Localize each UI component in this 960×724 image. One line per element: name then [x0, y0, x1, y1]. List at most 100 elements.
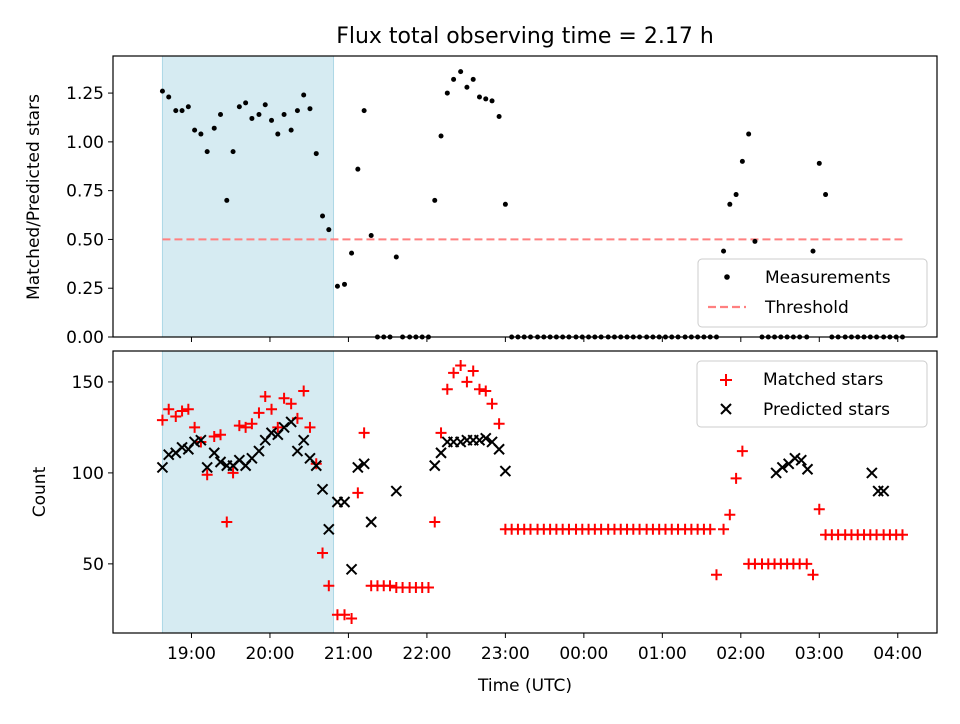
matched-star-point	[176, 405, 188, 417]
measurement-point	[752, 238, 758, 244]
measurement-point	[739, 158, 745, 164]
measurement-point	[166, 94, 172, 100]
top-legend-box	[697, 258, 928, 328]
measurement-point	[721, 248, 727, 254]
x-tick-label: 22:00	[402, 644, 451, 664]
x-axis-label: Time (UTC)	[477, 676, 572, 696]
measurement-point	[288, 127, 294, 133]
matched-star-point	[384, 580, 396, 592]
x-tick-label: 04:00	[873, 644, 922, 664]
measurement-point	[320, 213, 326, 219]
matched-star-point	[189, 421, 201, 433]
measurement-point	[249, 115, 255, 121]
matched-star-point	[285, 398, 297, 410]
matched-star-point	[310, 458, 322, 470]
bottom-y-tick-label: 150	[72, 373, 104, 393]
predicted-star-point	[338, 496, 351, 508]
matched-star-point	[266, 403, 278, 415]
predicted-star-point	[297, 434, 310, 446]
measurement-point	[727, 201, 733, 207]
top-x-ticks	[190, 337, 899, 342]
measurement-point	[198, 131, 204, 137]
top-plot-frame	[112, 55, 938, 338]
predicted-star-point	[795, 454, 807, 466]
predicted-star-point	[454, 436, 467, 448]
predicted-star-point	[310, 459, 322, 472]
top-highlight-span	[161, 55, 335, 338]
bottom-plot-frame	[112, 350, 938, 634]
predicted-star-point	[866, 467, 878, 479]
measurement-point	[269, 117, 275, 123]
predicted-star-point	[214, 456, 227, 468]
bottom-y-ticks: 50 100 150	[72, 373, 113, 575]
matched-star-point	[227, 467, 239, 479]
predicted-star-point	[345, 563, 358, 576]
measurement-point	[476, 94, 482, 100]
measurement-point	[483, 96, 489, 102]
matched-star-point	[339, 609, 351, 621]
matched-star-point	[215, 429, 227, 441]
measurement-point	[224, 197, 230, 203]
predicted-star-point	[316, 483, 329, 495]
predicted-star-point	[291, 445, 304, 457]
measurement-point	[444, 90, 450, 96]
top-y-tick-label: 1.00	[66, 133, 104, 153]
matched-star-point	[435, 427, 447, 439]
measurement-point	[179, 108, 185, 114]
legend-label-predicted: Predicted stars	[763, 400, 890, 420]
predicted-star-point	[195, 434, 207, 446]
top-y-tick-label: 0.25	[66, 279, 104, 299]
bottom-legend-box	[696, 360, 928, 428]
predicted-star-point	[156, 461, 169, 474]
measurement-point	[733, 192, 739, 198]
measurement-point	[236, 104, 242, 110]
measurement-point	[458, 69, 464, 75]
matched-star-point	[730, 472, 742, 484]
matched-star-point	[298, 385, 310, 397]
legend-marker-predicted	[720, 403, 732, 415]
matched-star-point	[240, 421, 252, 433]
legend-marker-matched	[720, 374, 732, 386]
matched-star-point	[807, 569, 819, 581]
measurement-point	[294, 108, 300, 114]
highlight-span-rect	[161, 55, 335, 338]
matched-star-point	[429, 516, 441, 528]
predicted-star-point	[390, 485, 403, 497]
matched-star-point	[455, 360, 467, 372]
matched-star-point	[182, 403, 194, 415]
measurement-point	[470, 76, 476, 82]
measurement-point	[334, 283, 340, 289]
predicted-star-point	[278, 421, 290, 434]
x-tick-label: 00:00	[559, 644, 608, 664]
x-tick-label: 02:00	[716, 644, 765, 664]
chart-title: Flux total observing time = 2.17 h	[336, 24, 714, 49]
bottom-highlight-span	[161, 350, 335, 634]
bottom-y-axis-label: Count	[30, 466, 50, 517]
x-tick-label: 21:00	[324, 644, 373, 664]
predicted-star-point	[176, 441, 188, 454]
matched-star-point	[422, 582, 434, 594]
matched-star-point	[323, 580, 335, 592]
measurement-point	[204, 149, 210, 155]
legend-label-measurements: Measurements	[765, 268, 891, 288]
matched-star-point	[304, 421, 316, 433]
matched-star-point	[246, 418, 258, 430]
top-y-tick-label: 0.75	[66, 182, 104, 202]
matched-star-point	[724, 509, 736, 521]
measurement-point	[313, 151, 319, 157]
measurement-point	[823, 192, 829, 198]
bottom-data-marks	[156, 360, 908, 624]
predicted-star-point	[789, 452, 801, 465]
bottom-y-tick-label: 100	[72, 464, 104, 484]
measurement-point	[159, 88, 165, 94]
matched-star-point	[710, 569, 722, 581]
legend-label-threshold: Threshold	[764, 298, 849, 318]
measurement-point	[307, 106, 313, 112]
matched-star-point	[473, 383, 485, 395]
predicted-star-point	[473, 434, 486, 446]
measurement-point	[393, 254, 399, 260]
predicted-star-point	[253, 445, 265, 457]
predicted-star-point	[493, 443, 505, 455]
measurement-point	[355, 166, 361, 172]
bottom-legend: Matched stars Predicted stars	[696, 360, 928, 428]
